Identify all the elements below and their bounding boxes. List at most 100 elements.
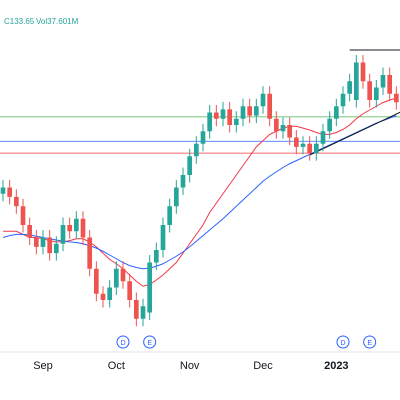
candle — [27, 217, 32, 245]
candle-body — [314, 143, 319, 154]
candle-body — [260, 93, 266, 107]
candle — [220, 101, 226, 127]
candle-body — [147, 262, 152, 313]
x-tick-label: Dec — [253, 360, 273, 372]
candle — [147, 255, 152, 320]
candle-body — [320, 131, 326, 144]
candle — [20, 198, 26, 233]
candle-body — [160, 225, 166, 250]
event-circle — [336, 335, 350, 349]
candle-body — [374, 87, 379, 100]
candle — [347, 73, 352, 102]
candle-body — [140, 306, 146, 319]
candle-body — [0, 187, 6, 194]
candle — [54, 236, 59, 261]
candle — [187, 148, 192, 183]
volume-label: Vol37.601M — [36, 17, 79, 26]
candle — [287, 117, 292, 145]
candle-body — [107, 287, 112, 300]
candle — [240, 98, 246, 127]
candle — [300, 136, 306, 155]
candle — [247, 98, 252, 124]
candle — [340, 86, 346, 114]
event-badge: E — [143, 335, 157, 349]
candle-body — [194, 143, 199, 157]
moving-average — [3, 97, 397, 287]
candle-body — [327, 118, 332, 132]
candle — [94, 261, 99, 302]
event-circle — [363, 335, 377, 349]
candle-body — [274, 118, 279, 132]
candle — [14, 189, 19, 214]
candle-body — [127, 281, 132, 300]
candle-body — [187, 156, 192, 175]
candle — [234, 111, 239, 133]
candle-body — [334, 106, 339, 119]
candle-body — [67, 225, 72, 232]
candle-body — [307, 143, 312, 154]
event-badge: E — [363, 335, 377, 349]
event-label: E — [147, 340, 152, 347]
candle — [320, 123, 326, 152]
trend-line — [309, 111, 400, 156]
candle-body — [60, 225, 66, 244]
candle — [100, 286, 106, 308]
candle — [254, 98, 259, 124]
candle-body — [134, 300, 139, 319]
candle — [214, 105, 219, 127]
candle — [127, 273, 132, 308]
candle-body — [27, 225, 32, 238]
event-circle — [116, 335, 130, 349]
candle — [167, 198, 172, 233]
candle-body — [100, 293, 106, 300]
candle-body — [47, 237, 52, 254]
candle — [334, 98, 339, 127]
candle — [280, 117, 286, 139]
event-label: E — [367, 340, 372, 347]
candle — [274, 111, 279, 139]
candle — [47, 230, 52, 261]
candle — [87, 230, 92, 277]
candle — [40, 230, 46, 255]
candle — [194, 136, 199, 164]
candle-body — [247, 106, 252, 116]
candle-body — [180, 175, 186, 188]
candle — [314, 136, 319, 161]
candle-body — [40, 237, 46, 247]
candle — [34, 230, 39, 255]
candle — [107, 280, 112, 308]
candle — [367, 73, 372, 108]
candle — [174, 180, 179, 214]
candle-body — [207, 112, 212, 132]
event-badge: D — [116, 335, 130, 349]
candle-body — [240, 106, 246, 119]
candle-body — [387, 75, 392, 94]
candle-body — [7, 187, 12, 197]
event-label: D — [340, 340, 345, 347]
candle-body — [367, 81, 372, 100]
candle-body — [267, 93, 272, 119]
candle — [120, 261, 126, 289]
candle-body — [220, 109, 226, 119]
candle-body — [120, 268, 126, 282]
candle-body — [294, 137, 299, 147]
candle — [160, 217, 166, 258]
candle-body — [300, 143, 306, 147]
candle-body — [340, 93, 346, 107]
candle — [374, 80, 379, 108]
candle — [394, 86, 399, 110]
candle — [327, 111, 332, 139]
candle — [207, 105, 212, 139]
candle — [227, 101, 232, 133]
candle-body — [347, 81, 352, 94]
event-circle — [143, 335, 157, 349]
close-label: C133.65 — [4, 17, 35, 26]
candle — [294, 130, 299, 155]
x-tick-label: Sep — [33, 360, 53, 372]
candle — [140, 298, 146, 327]
candle — [307, 136, 312, 161]
candle — [7, 180, 12, 205]
x-tick-label: Oct — [108, 360, 125, 372]
